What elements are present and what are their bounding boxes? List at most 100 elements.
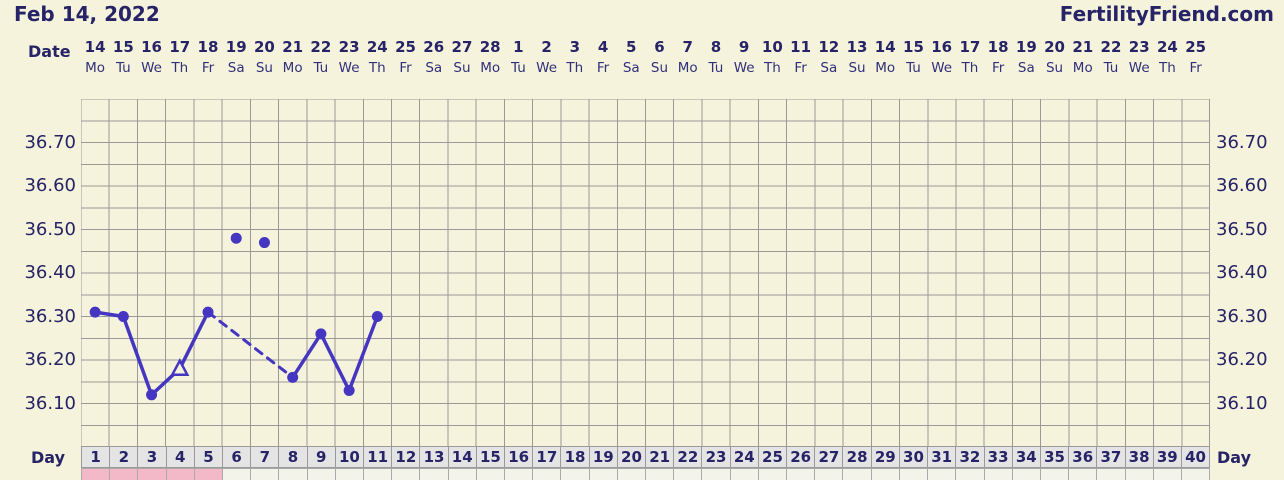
data-cell-day-11[interactable] xyxy=(364,468,393,480)
data-cell-day-14[interactable] xyxy=(448,468,477,480)
temp-point-day-3[interactable] xyxy=(146,389,158,401)
data-cell-day-10[interactable] xyxy=(335,468,365,480)
temp-point-discarded-day-6[interactable] xyxy=(230,232,242,244)
cycle-day-cell-37[interactable]: 37 xyxy=(1097,446,1126,468)
cycle-day-cell-9[interactable]: 9 xyxy=(307,446,336,468)
data-cell-day-20[interactable] xyxy=(617,468,647,480)
menses-cell-day-5[interactable] xyxy=(194,468,224,480)
data-cell-day-23[interactable] xyxy=(702,468,731,480)
temp-point-day-11[interactable] xyxy=(371,311,383,322)
cycle-day-cell-34[interactable]: 34 xyxy=(1012,446,1041,468)
data-cell-day-16[interactable] xyxy=(505,468,534,480)
data-cell-day-25[interactable] xyxy=(758,468,788,480)
cycle-day-cell-29[interactable]: 29 xyxy=(871,446,900,468)
temp-point-discarded-day-7[interactable] xyxy=(258,237,270,249)
cycle-day-cell-30[interactable]: 30 xyxy=(899,446,929,468)
cycle-day-cell-10[interactable]: 10 xyxy=(335,446,365,468)
cycle-day-cell-26[interactable]: 26 xyxy=(787,446,816,468)
data-cell-day-15[interactable] xyxy=(476,468,506,480)
menses-cell-day-3[interactable] xyxy=(138,468,167,480)
site-brand: FertilityFriend.com xyxy=(1059,2,1274,26)
data-cell-day-7[interactable] xyxy=(251,468,280,480)
data-cell-day-26[interactable] xyxy=(787,468,816,480)
cycle-day-cell-4[interactable]: 4 xyxy=(166,446,195,468)
cycle-day-cell-22[interactable]: 22 xyxy=(674,446,703,468)
y-tick-label-left: 36.40 xyxy=(24,262,76,283)
data-cell-day-24[interactable] xyxy=(730,468,759,480)
data-cell-day-35[interactable] xyxy=(1040,468,1070,480)
temp-point-day-8[interactable] xyxy=(287,371,299,383)
cycle-day-cell-5[interactable]: 5 xyxy=(194,446,224,468)
weekday-label: We xyxy=(338,60,360,76)
temp-point-day-2[interactable] xyxy=(117,311,129,322)
weekday-label: Sa xyxy=(227,60,245,76)
data-cell-day-13[interactable] xyxy=(420,468,449,480)
cycle-day-cell-6[interactable]: 6 xyxy=(223,446,252,468)
cycle-day-cell-24[interactable]: 24 xyxy=(730,446,759,468)
weekday-label: Su xyxy=(453,60,471,76)
data-cell-day-32[interactable] xyxy=(956,468,985,480)
cycle-day-cell-7[interactable]: 7 xyxy=(251,446,280,468)
temp-point-triangle-day-4[interactable] xyxy=(170,358,190,376)
temp-point-day-1[interactable] xyxy=(89,306,101,318)
data-cell-day-8[interactable] xyxy=(279,468,308,480)
data-cell-day-12[interactable] xyxy=(392,468,421,480)
data-cell-day-31[interactable] xyxy=(928,468,957,480)
cycle-day-cell-13[interactable]: 13 xyxy=(420,446,449,468)
weekday-label: Sa xyxy=(1017,60,1035,76)
cycle-day-cell-14[interactable]: 14 xyxy=(448,446,477,468)
cycle-day-cell-15[interactable]: 15 xyxy=(476,446,506,468)
data-cell-day-17[interactable] xyxy=(533,468,562,480)
cycle-day-cell-31[interactable]: 31 xyxy=(928,446,957,468)
cycle-day-cell-8[interactable]: 8 xyxy=(279,446,308,468)
data-cell-day-30[interactable] xyxy=(899,468,929,480)
data-cell-day-38[interactable] xyxy=(1125,468,1154,480)
cycle-day-cell-32[interactable]: 32 xyxy=(956,446,985,468)
menses-cell-day-2[interactable] xyxy=(110,468,139,480)
data-cell-day-6[interactable] xyxy=(223,468,252,480)
cycle-day-cell-21[interactable]: 21 xyxy=(646,446,675,468)
cycle-day-cell-11[interactable]: 11 xyxy=(364,446,393,468)
cycle-day-cell-39[interactable]: 39 xyxy=(1153,446,1182,468)
temp-point-day-10[interactable] xyxy=(343,384,355,396)
data-cell-day-21[interactable] xyxy=(646,468,675,480)
cycle-day-cell-27[interactable]: 27 xyxy=(815,446,844,468)
data-cell-day-40[interactable] xyxy=(1181,468,1211,480)
cycle-day-cell-19[interactable]: 19 xyxy=(589,446,618,468)
date-number: 22 xyxy=(1100,38,1122,56)
data-cell-day-29[interactable] xyxy=(871,468,900,480)
temp-point-day-5[interactable] xyxy=(202,306,214,318)
y-tick-label-left: 36.70 xyxy=(24,131,76,153)
cycle-day-cell-16[interactable]: 16 xyxy=(505,446,534,468)
cycle-day-cell-33[interactable]: 33 xyxy=(984,446,1013,468)
menses-cell-day-4[interactable] xyxy=(166,468,195,480)
cycle-day-cell-12[interactable]: 12 xyxy=(392,446,421,468)
data-cell-day-37[interactable] xyxy=(1097,468,1126,480)
cycle-day-cell-23[interactable]: 23 xyxy=(702,446,731,468)
day-axis-label-left: Day xyxy=(30,448,65,467)
cycle-day-cell-38[interactable]: 38 xyxy=(1125,446,1154,468)
data-cell-day-28[interactable] xyxy=(843,468,872,480)
data-cell-day-39[interactable] xyxy=(1153,468,1182,480)
menses-cell-day-1[interactable] xyxy=(81,468,111,480)
cycle-day-cell-35[interactable]: 35 xyxy=(1040,446,1070,468)
cycle-day-cell-20[interactable]: 20 xyxy=(617,446,647,468)
cycle-day-cell-40[interactable]: 40 xyxy=(1181,446,1211,468)
cycle-day-cell-3[interactable]: 3 xyxy=(138,446,167,468)
data-cell-day-36[interactable] xyxy=(1069,468,1098,480)
cycle-day-cell-25[interactable]: 25 xyxy=(758,446,788,468)
data-cell-day-34[interactable] xyxy=(1012,468,1041,480)
data-cell-day-22[interactable] xyxy=(674,468,703,480)
data-cell-day-18[interactable] xyxy=(561,468,590,480)
data-cell-day-9[interactable] xyxy=(307,468,336,480)
data-cell-day-27[interactable] xyxy=(815,468,844,480)
cycle-day-cell-28[interactable]: 28 xyxy=(843,446,872,468)
cycle-day-cell-36[interactable]: 36 xyxy=(1069,446,1098,468)
cycle-day-cell-2[interactable]: 2 xyxy=(110,446,139,468)
temp-point-day-9[interactable] xyxy=(315,328,327,340)
cycle-day-cell-17[interactable]: 17 xyxy=(533,446,562,468)
cycle-day-cell-18[interactable]: 18 xyxy=(561,446,590,468)
data-cell-day-19[interactable] xyxy=(589,468,618,480)
cycle-day-cell-1[interactable]: 1 xyxy=(81,446,111,468)
data-cell-day-33[interactable] xyxy=(984,468,1013,480)
